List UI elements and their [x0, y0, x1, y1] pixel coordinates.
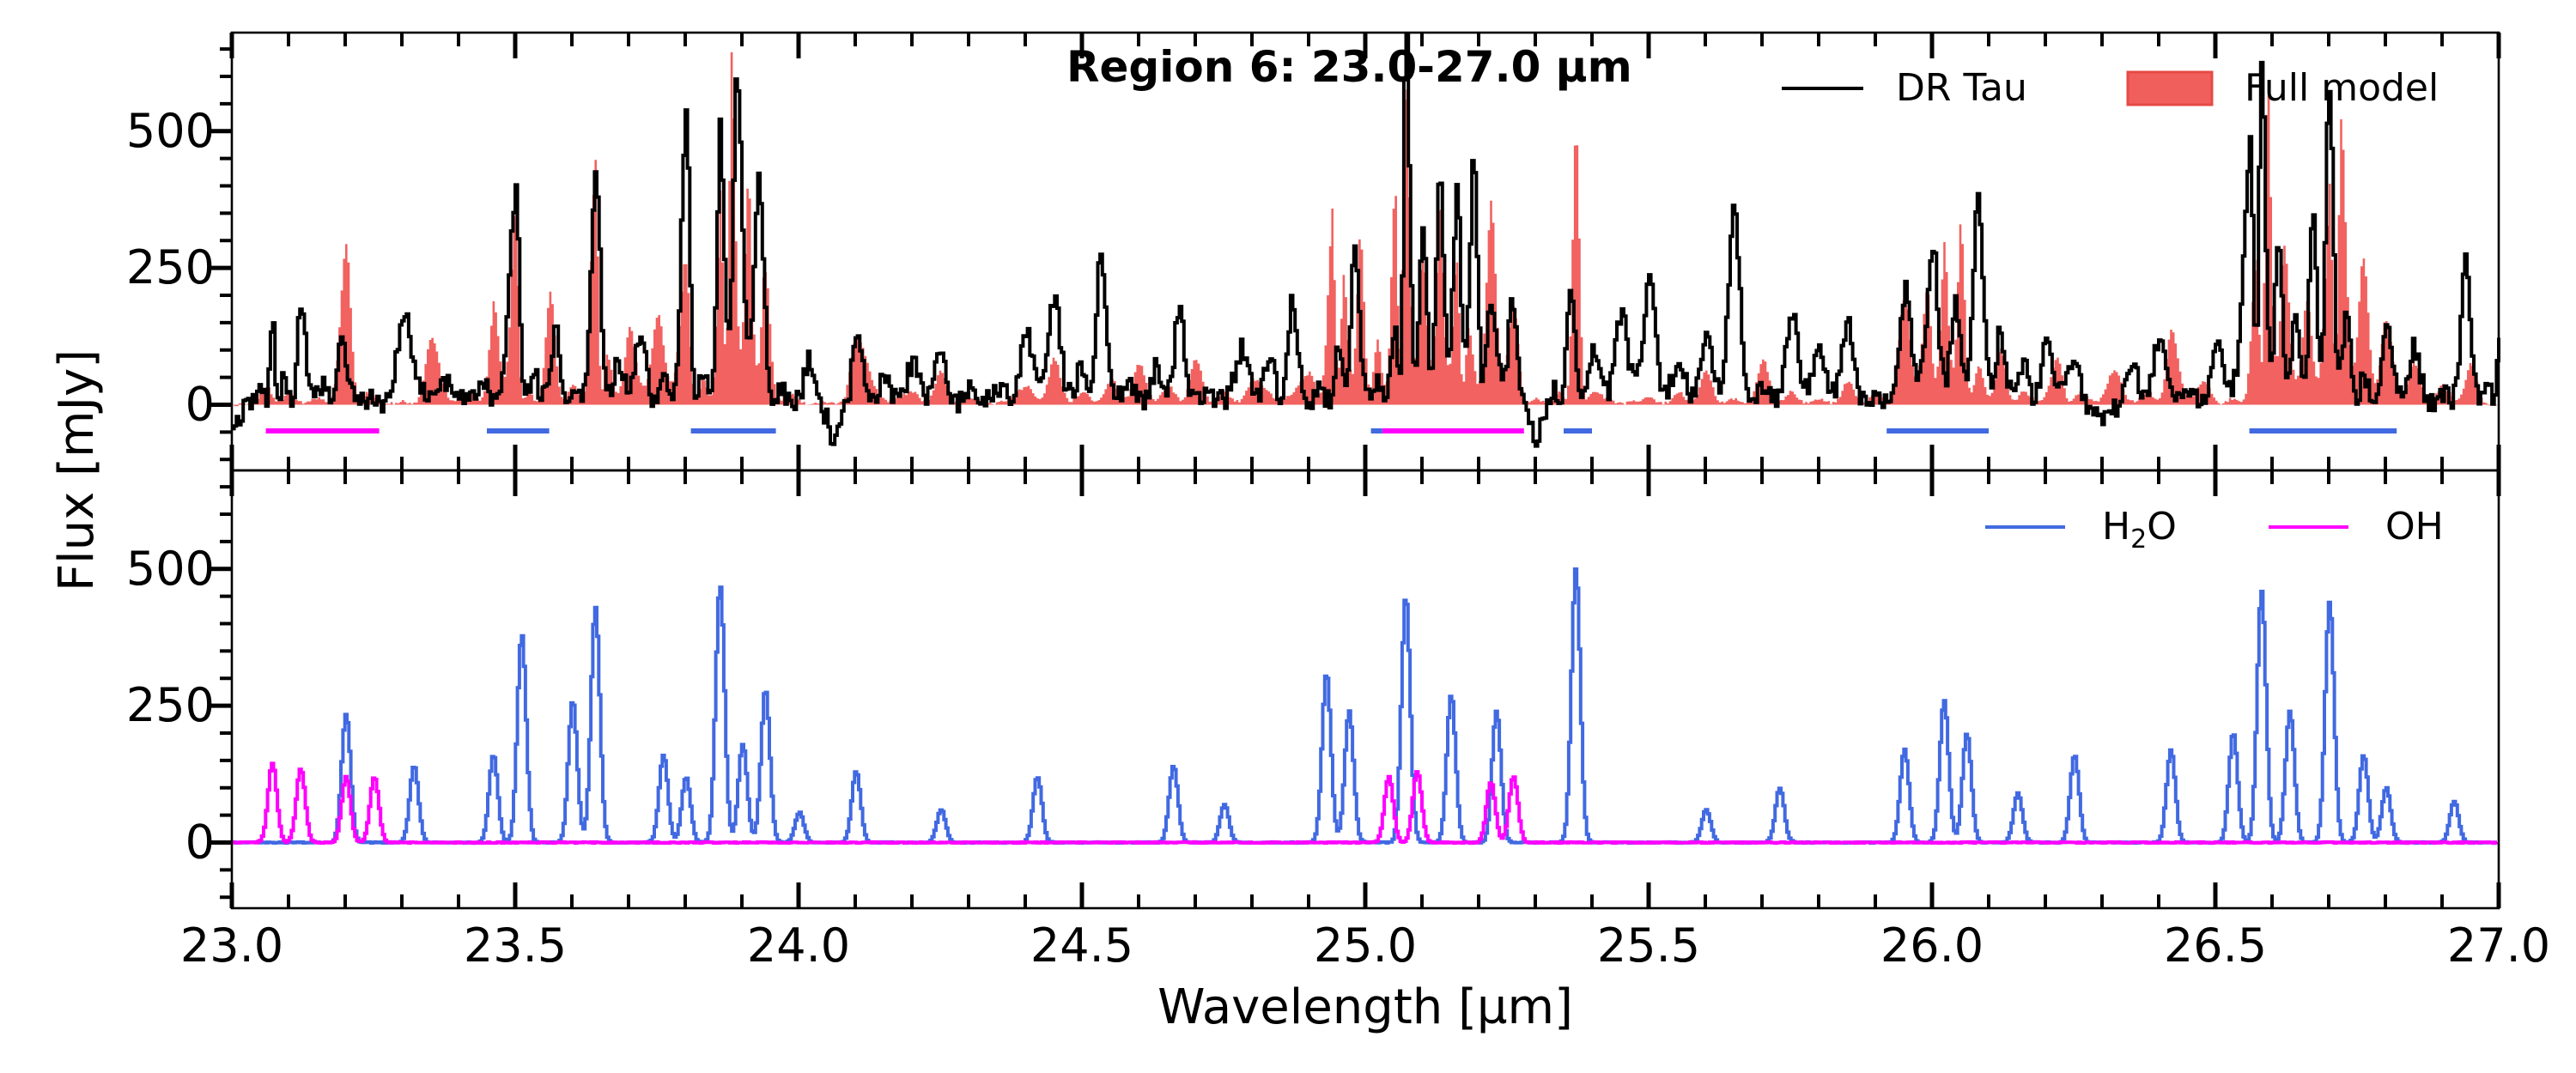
x-tick-label: 25.5: [1597, 918, 1700, 973]
top-legend: DR Tau Full model: [1782, 66, 2439, 110]
legend-h2o-label-sub: 2: [2130, 524, 2147, 555]
oh-line: [232, 761, 2499, 846]
y-axis-label: Flux [mJy]: [49, 349, 105, 591]
bottom-plot-area: [232, 567, 2499, 846]
bottom-legend: H2O OH: [1985, 505, 2444, 555]
dr-tau-line: [232, 33, 2500, 448]
x-tick-label: 24.0: [747, 918, 850, 973]
x-tick-label: 23.5: [464, 918, 567, 973]
legend-full-model-swatch: [2126, 70, 2214, 106]
x-tick-label: 26.0: [1880, 918, 1984, 973]
legend-oh-label: OH: [2385, 505, 2444, 549]
y-tick-label: 500: [126, 104, 215, 158]
legend-dr-tau-label: DR Tau: [1896, 66, 2027, 110]
x-tick-label: 23.0: [180, 918, 283, 973]
top-panel: 0 250 500 Region 6: 23.0-27.0 µm DR Tau Fu…: [126, 31, 2501, 472]
y-tick-label: 250: [126, 240, 215, 294]
bottom-ticks: [210, 470, 2501, 908]
x-tick-label: 26.5: [2164, 918, 2267, 973]
x-tick-labels: 23.0 23.5 24.0 24.5 25.0 25.5 26.0 26.5 27.0: [180, 918, 2550, 973]
y-tick-label: 250: [126, 678, 215, 732]
top-ticks: [210, 33, 2501, 470]
y-tick-label: 0: [185, 378, 215, 432]
chart-title: Region 6: 23.0-27.0 µm: [1066, 42, 1632, 92]
top-y-tick-labels: 0 250 500: [126, 104, 215, 432]
legend-full-model-label: Full model: [2245, 66, 2439, 110]
bottom-panel: 0 250 500 23.0 23.5 24.0 24.5 25.0 25.5 26.0 26.5…: [126, 469, 2550, 973]
legend-h2o-label-end: O: [2147, 505, 2177, 549]
y-tick-label: 0: [185, 815, 215, 870]
y-tick-label: 500: [126, 542, 215, 596]
h2o-line: [232, 567, 2499, 846]
x-tick-label: 25.0: [1314, 918, 1417, 973]
bottom-y-tick-labels: 0 250 500: [126, 542, 215, 870]
x-axis-label: Wavelength [µm]: [1157, 979, 1573, 1035]
top-plot-area: [232, 33, 2500, 448]
x-tick-label: 27.0: [2447, 918, 2550, 973]
legend-h2o-label-main: H: [2102, 505, 2130, 549]
x-tick-label: 24.5: [1030, 918, 1133, 973]
full-model-area: [232, 52, 2499, 407]
legend-h2o-label: H2O: [2102, 505, 2177, 555]
